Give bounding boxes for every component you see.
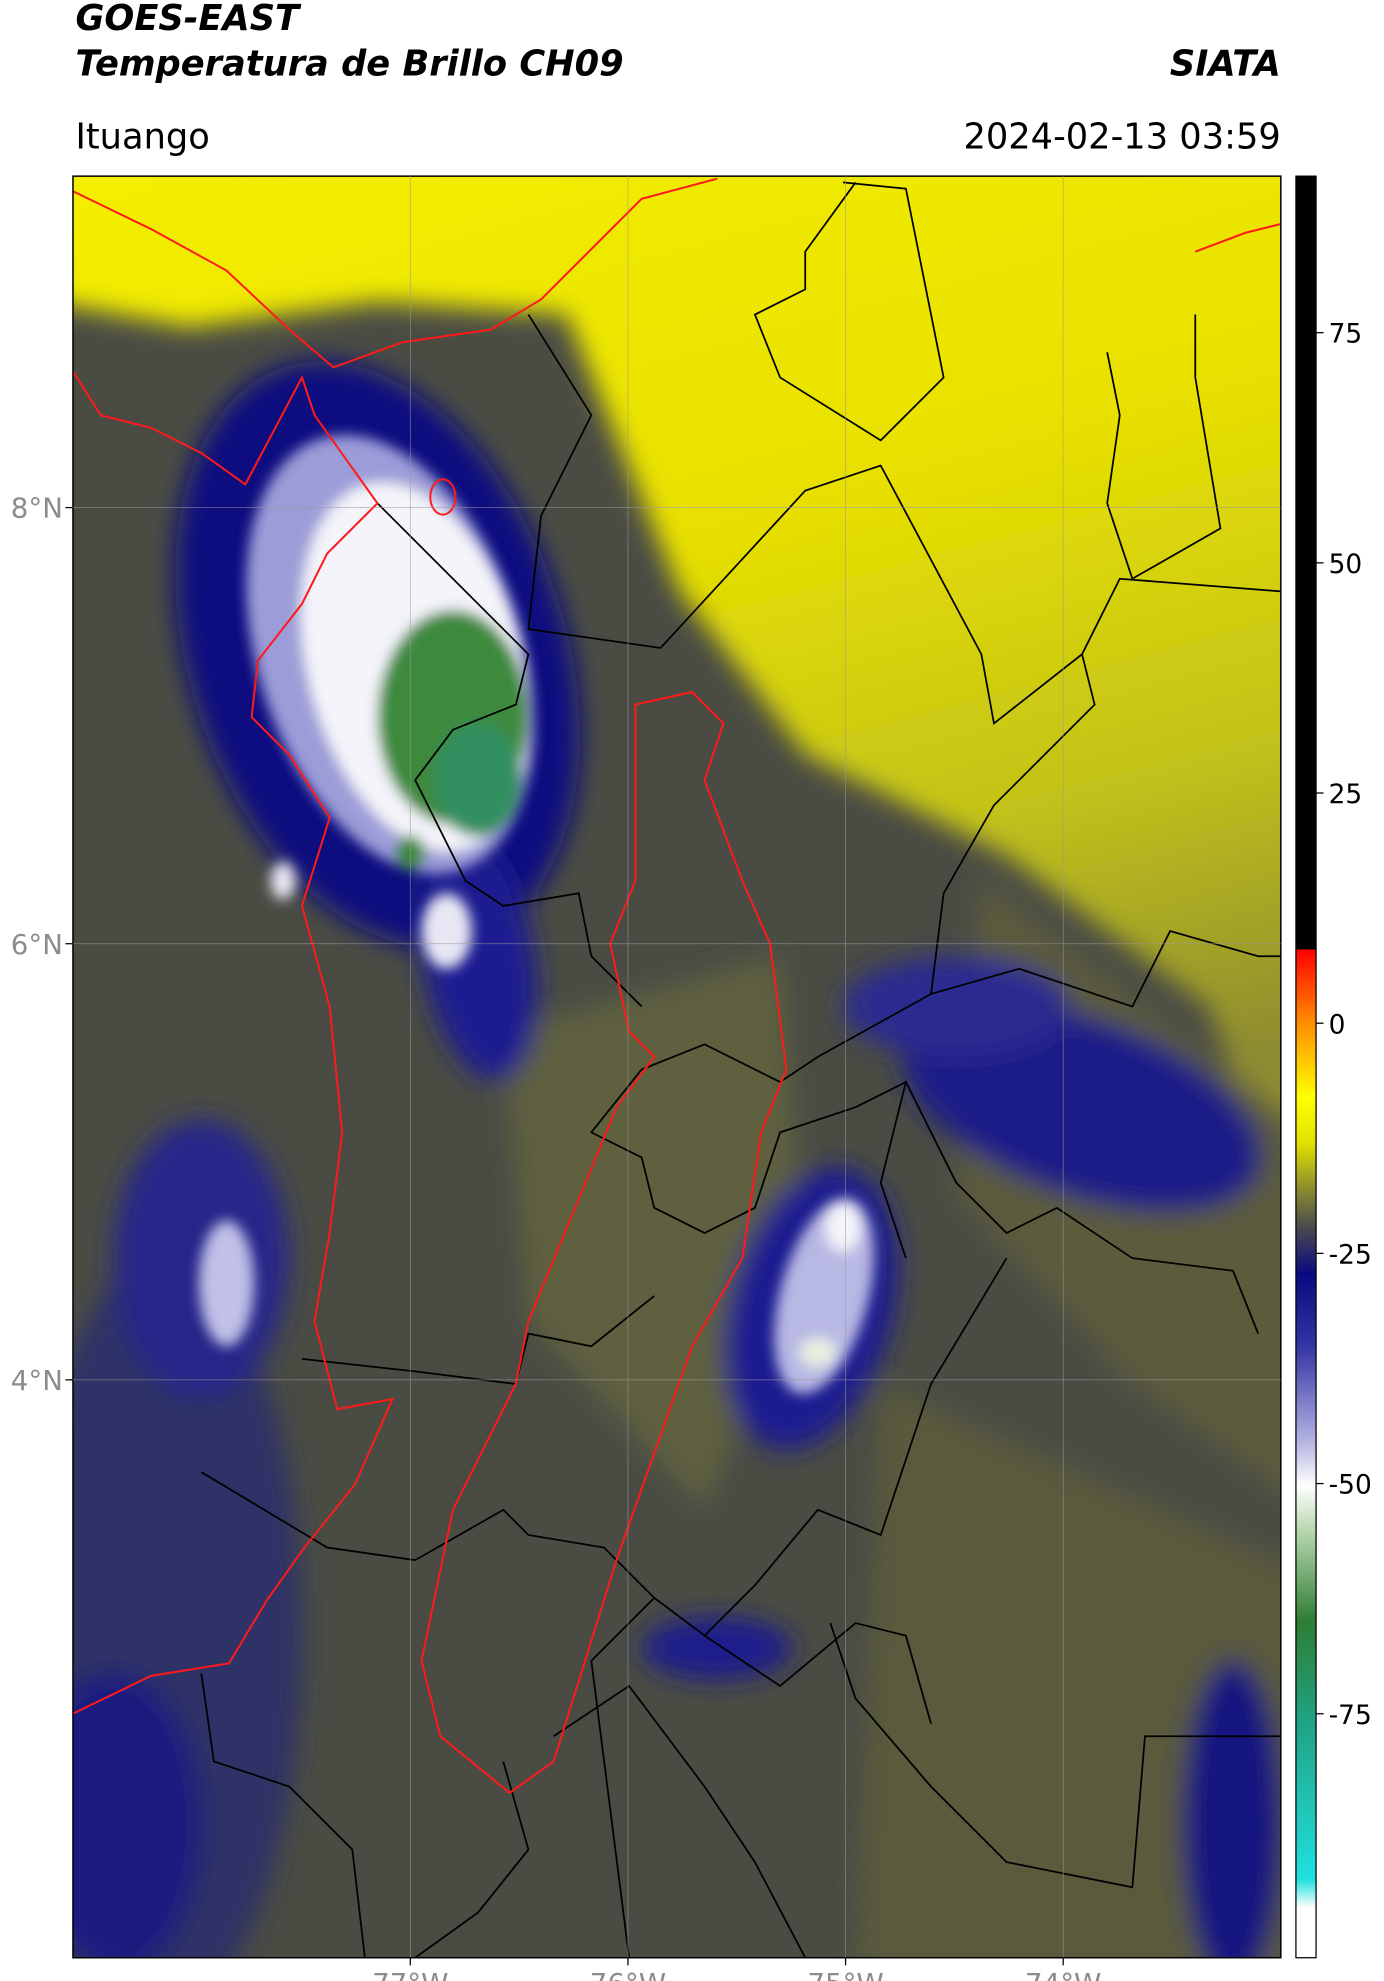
colorbar-tick-label: -25 bbox=[1329, 1239, 1372, 1270]
subtitle: Temperatura de Brillo CH09 bbox=[75, 43, 623, 84]
map-image bbox=[72, 176, 1281, 1958]
y-tick-label: 6°N bbox=[11, 928, 63, 961]
brand: SIATA bbox=[1170, 43, 1281, 84]
cloud-tops bbox=[198, 435, 874, 1394]
y-tick-label: 8°N bbox=[11, 492, 63, 525]
colorbar-tick-label: -75 bbox=[1329, 1700, 1372, 1731]
map-frame bbox=[72, 175, 1282, 1959]
x-tick-label: 77°W bbox=[372, 1967, 448, 1981]
colorbar-tick-label: 25 bbox=[1329, 779, 1363, 810]
colorbar-tick-label: 50 bbox=[1329, 549, 1363, 580]
colorbar-tick-label: 0 bbox=[1329, 1009, 1346, 1040]
colorbar-tick-label: 75 bbox=[1329, 319, 1363, 350]
y-tick-label: 4°N bbox=[11, 1364, 63, 1397]
title: GOES-EAST bbox=[75, 0, 302, 39]
timestamp: 2024-02-13 03:59 bbox=[963, 116, 1280, 157]
admin-borders bbox=[200, 181, 1281, 1958]
x-tick-label: 75°W bbox=[807, 1967, 883, 1981]
location: Ituango bbox=[75, 116, 209, 157]
colorbar bbox=[1295, 175, 1317, 1959]
x-tick-label: 74°W bbox=[1025, 1967, 1101, 1981]
x-tick-label: 76°W bbox=[590, 1967, 666, 1981]
coast-and-region bbox=[72, 177, 1281, 1795]
colorbar-tick-label: -50 bbox=[1329, 1470, 1372, 1501]
